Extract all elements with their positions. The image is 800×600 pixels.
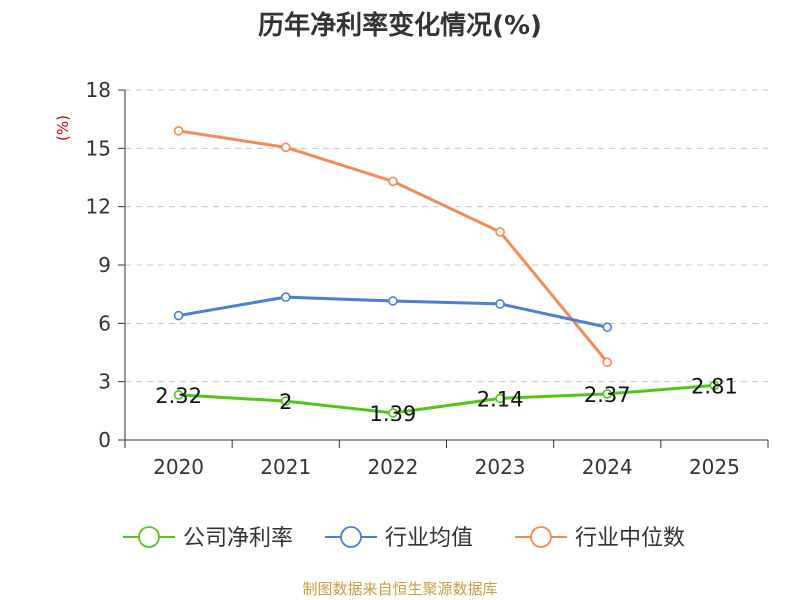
data-labels: 2.32 2 1.39 2.14 2.37 2.81 (155, 374, 738, 426)
data-point[interactable] (388, 408, 398, 418)
legend-label: 行业中位数 (575, 526, 685, 551)
data-point[interactable] (602, 389, 613, 399)
y-tick-label: 9 (98, 253, 111, 277)
series-0 (173, 380, 720, 418)
legend[interactable]: 公司净利率 行业均值 行业中位数 (123, 526, 685, 551)
x-tick-label: 2024 (582, 455, 633, 479)
legend-item-0[interactable]: 公司净利率 (123, 526, 293, 551)
y-tick-label: 12 (86, 195, 111, 219)
legend-marker (340, 526, 362, 548)
data-point[interactable] (173, 126, 184, 136)
legend-item-1[interactable]: 行业均值 (325, 526, 473, 551)
y-tick-label: 18 (86, 78, 111, 102)
grid-lines (125, 89, 768, 383)
data-label: 2 (279, 390, 292, 414)
y-tick-label: 15 (86, 136, 111, 160)
data-point[interactable] (495, 393, 505, 404)
data-label: 1.39 (370, 402, 417, 426)
series-line (178, 383, 715, 415)
legend-item-2[interactable]: 行业中位数 (515, 526, 685, 551)
data-label: 2.32 (155, 384, 202, 408)
data-label: 2.14 (477, 387, 524, 411)
y-axis-label: (%) (54, 115, 72, 141)
x-tick-label: 2020 (153, 455, 204, 479)
chart-title: 历年净利率变化情况(%) (258, 10, 542, 41)
data-label: 2.37 (584, 383, 631, 407)
data-label: 2.81 (691, 374, 738, 398)
source-note: 制图数据来自恒生聚源数据库 (302, 580, 497, 598)
data-point[interactable] (173, 390, 184, 400)
axes: 0 3 6 9 12 15 18 2020 2021 2022 2023 2024 2025 (86, 78, 769, 479)
series-1 (173, 292, 613, 333)
data-point[interactable] (602, 322, 613, 333)
x-tick-label: 2022 (367, 455, 418, 479)
y-tick-label: 0 (98, 428, 111, 452)
data-point[interactable] (280, 396, 291, 406)
legend-marker (530, 526, 552, 548)
data-point[interactable] (495, 227, 505, 237)
x-tick-label: 2023 (475, 455, 526, 479)
legend-marker (138, 526, 160, 548)
y-tick-label: 6 (98, 311, 111, 335)
data-point[interactable] (602, 357, 613, 368)
y-tick-label: 3 (98, 370, 111, 394)
series-2 (173, 126, 613, 368)
data-point[interactable] (495, 299, 505, 309)
x-tick-label: 2021 (260, 455, 311, 479)
series-layer (173, 126, 720, 418)
data-point[interactable] (173, 310, 184, 321)
legend-label: 行业均值 (385, 526, 473, 551)
data-point[interactable] (280, 142, 291, 153)
data-point[interactable] (709, 380, 720, 391)
data-point[interactable] (388, 296, 398, 306)
data-point[interactable] (388, 176, 398, 187)
series-line (178, 129, 609, 364)
legend-label: 公司净利率 (183, 526, 293, 551)
data-point[interactable] (280, 292, 291, 302)
x-tick-label: 2025 (689, 455, 740, 479)
